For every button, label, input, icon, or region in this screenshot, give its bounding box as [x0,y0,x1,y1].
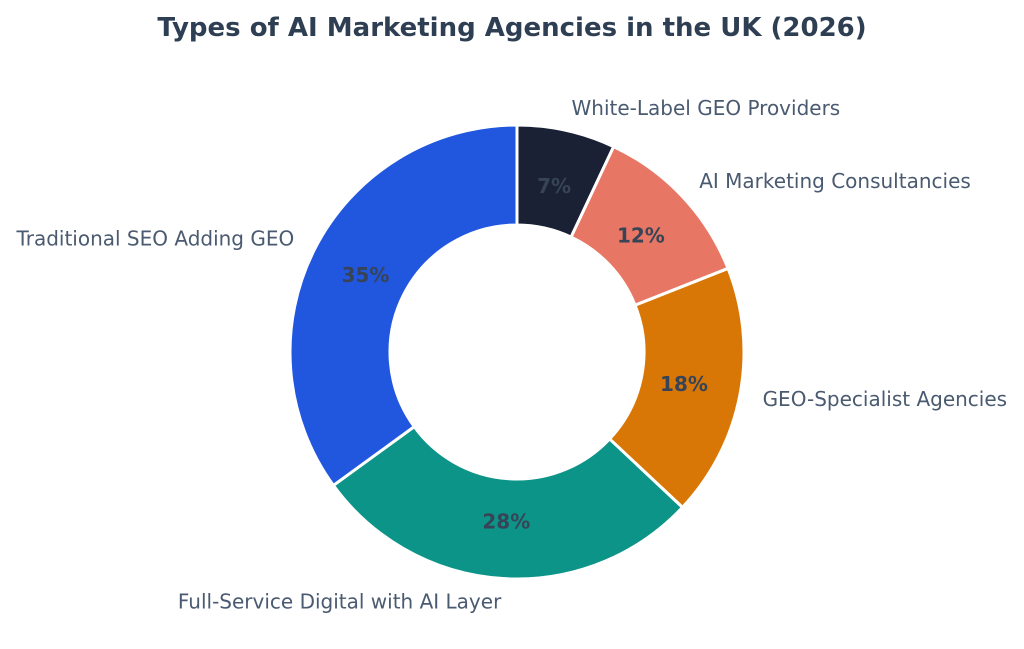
slice-percentage-label: 7% [537,174,571,198]
donut-slices [288,123,746,581]
slice-percentage-label: 12% [617,224,665,248]
donut-slice-5 [288,123,519,487]
slice-percentage-label: 28% [482,510,530,534]
slice-percentage-label: 35% [342,263,390,287]
donut-slice-3 [608,266,746,509]
donut-slice-4 [331,425,684,581]
slice-percentage-label: 18% [660,372,708,396]
slice-category-label: Traditional SEO Adding GEO [15,227,294,251]
slice-category-label: Full-Service Digital with AI Layer [178,590,502,614]
chart-title: Types of AI Marketing Agencies in the UK… [157,13,866,43]
slice-percentage-labels: 7% 12% 18% 28% 35% [342,174,708,534]
slice-category-label: White-Label GEO Providers [572,96,841,120]
slice-category-label: AI Marketing Consultancies [699,169,971,193]
slice-category-labels: White-Label GEO Providers AI Marketing Co… [15,96,1007,613]
slice-category-label: GEO-Specialist Agencies [763,387,1008,411]
